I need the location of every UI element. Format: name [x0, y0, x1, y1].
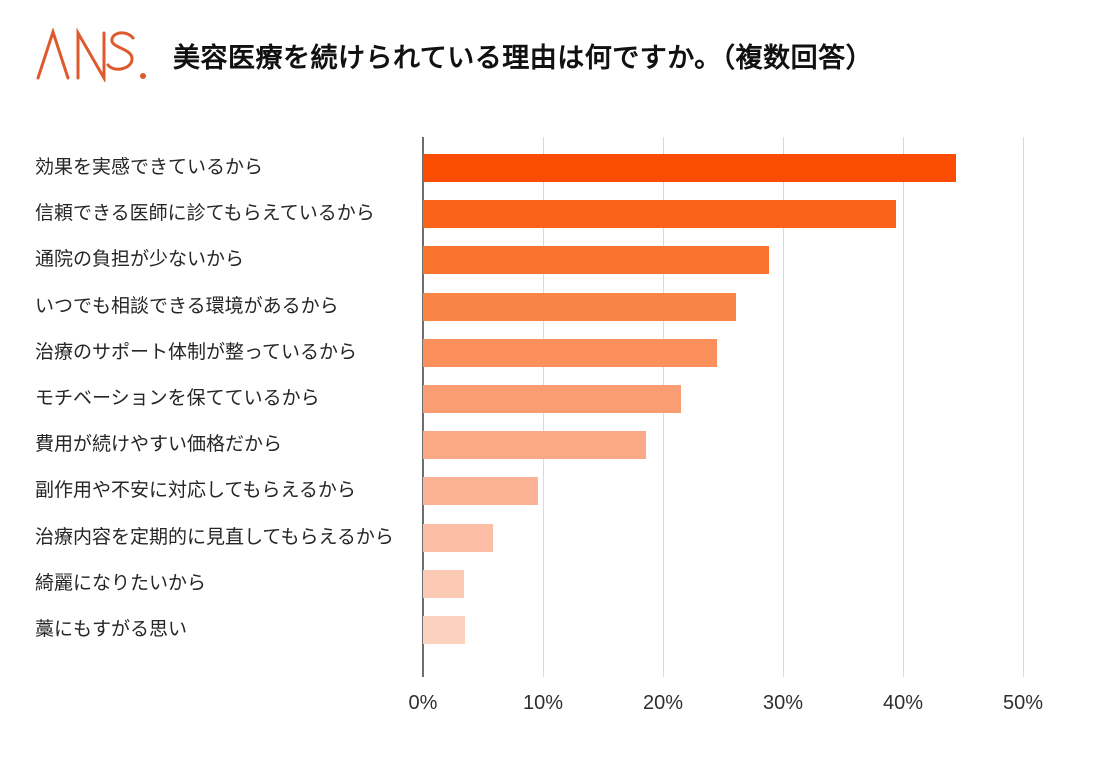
category-label: 効果を実感できているから — [35, 157, 264, 178]
bar-side-effect-support — [423, 477, 539, 505]
category-label: 治療内容を定期的に見直してもらえるから — [35, 527, 394, 548]
bar-effect-felt — [423, 154, 956, 182]
category-label: 通院の負担が少ないから — [35, 249, 245, 270]
category-label: いつでも相談できる環境があるから — [35, 296, 339, 317]
x-tick-label: 10% — [522, 692, 564, 714]
bar-low-visit-burden — [423, 246, 769, 274]
bar-clutching-at-straws — [423, 616, 465, 644]
bar-support-system — [423, 339, 717, 367]
gridline-50pct — [1023, 137, 1024, 677]
bar-trusted-doctor — [423, 200, 896, 228]
category-label: 綺麗になりたいから — [35, 573, 207, 594]
x-tick-label: 50% — [1002, 692, 1044, 714]
bar-periodic-review — [423, 524, 493, 552]
x-tick-label: 30% — [762, 692, 804, 714]
ans-logo-icon — [36, 27, 146, 84]
page-title: 美容医療を続けられている理由は何ですか。（複数回答） — [173, 43, 874, 73]
bar-affordable-price — [423, 431, 647, 459]
x-tick-label: 40% — [882, 692, 924, 714]
category-label: モチベーションを保てているから — [35, 388, 320, 409]
category-label: 費用が続けやすい価格だから — [35, 434, 283, 455]
x-tick-label: 0% — [408, 692, 438, 714]
x-tick-label: 20% — [642, 692, 684, 714]
category-label: 信頼できる医師に診てもらえているから — [35, 203, 375, 224]
category-label: 治療のサポート体制が整っているから — [35, 342, 358, 363]
gridline-30pct — [783, 137, 784, 677]
gridline-40pct — [903, 137, 904, 677]
category-label: 副作用や不安に対応してもらえるから — [35, 480, 356, 501]
bar-want-to-be-beautiful — [423, 570, 464, 598]
category-label: 藁にもすがる思い — [35, 619, 188, 640]
brand-logo — [34, 27, 152, 84]
bar-consult-anytime — [423, 293, 737, 321]
plot-area — [422, 137, 1024, 677]
bar-motivation — [423, 385, 681, 413]
